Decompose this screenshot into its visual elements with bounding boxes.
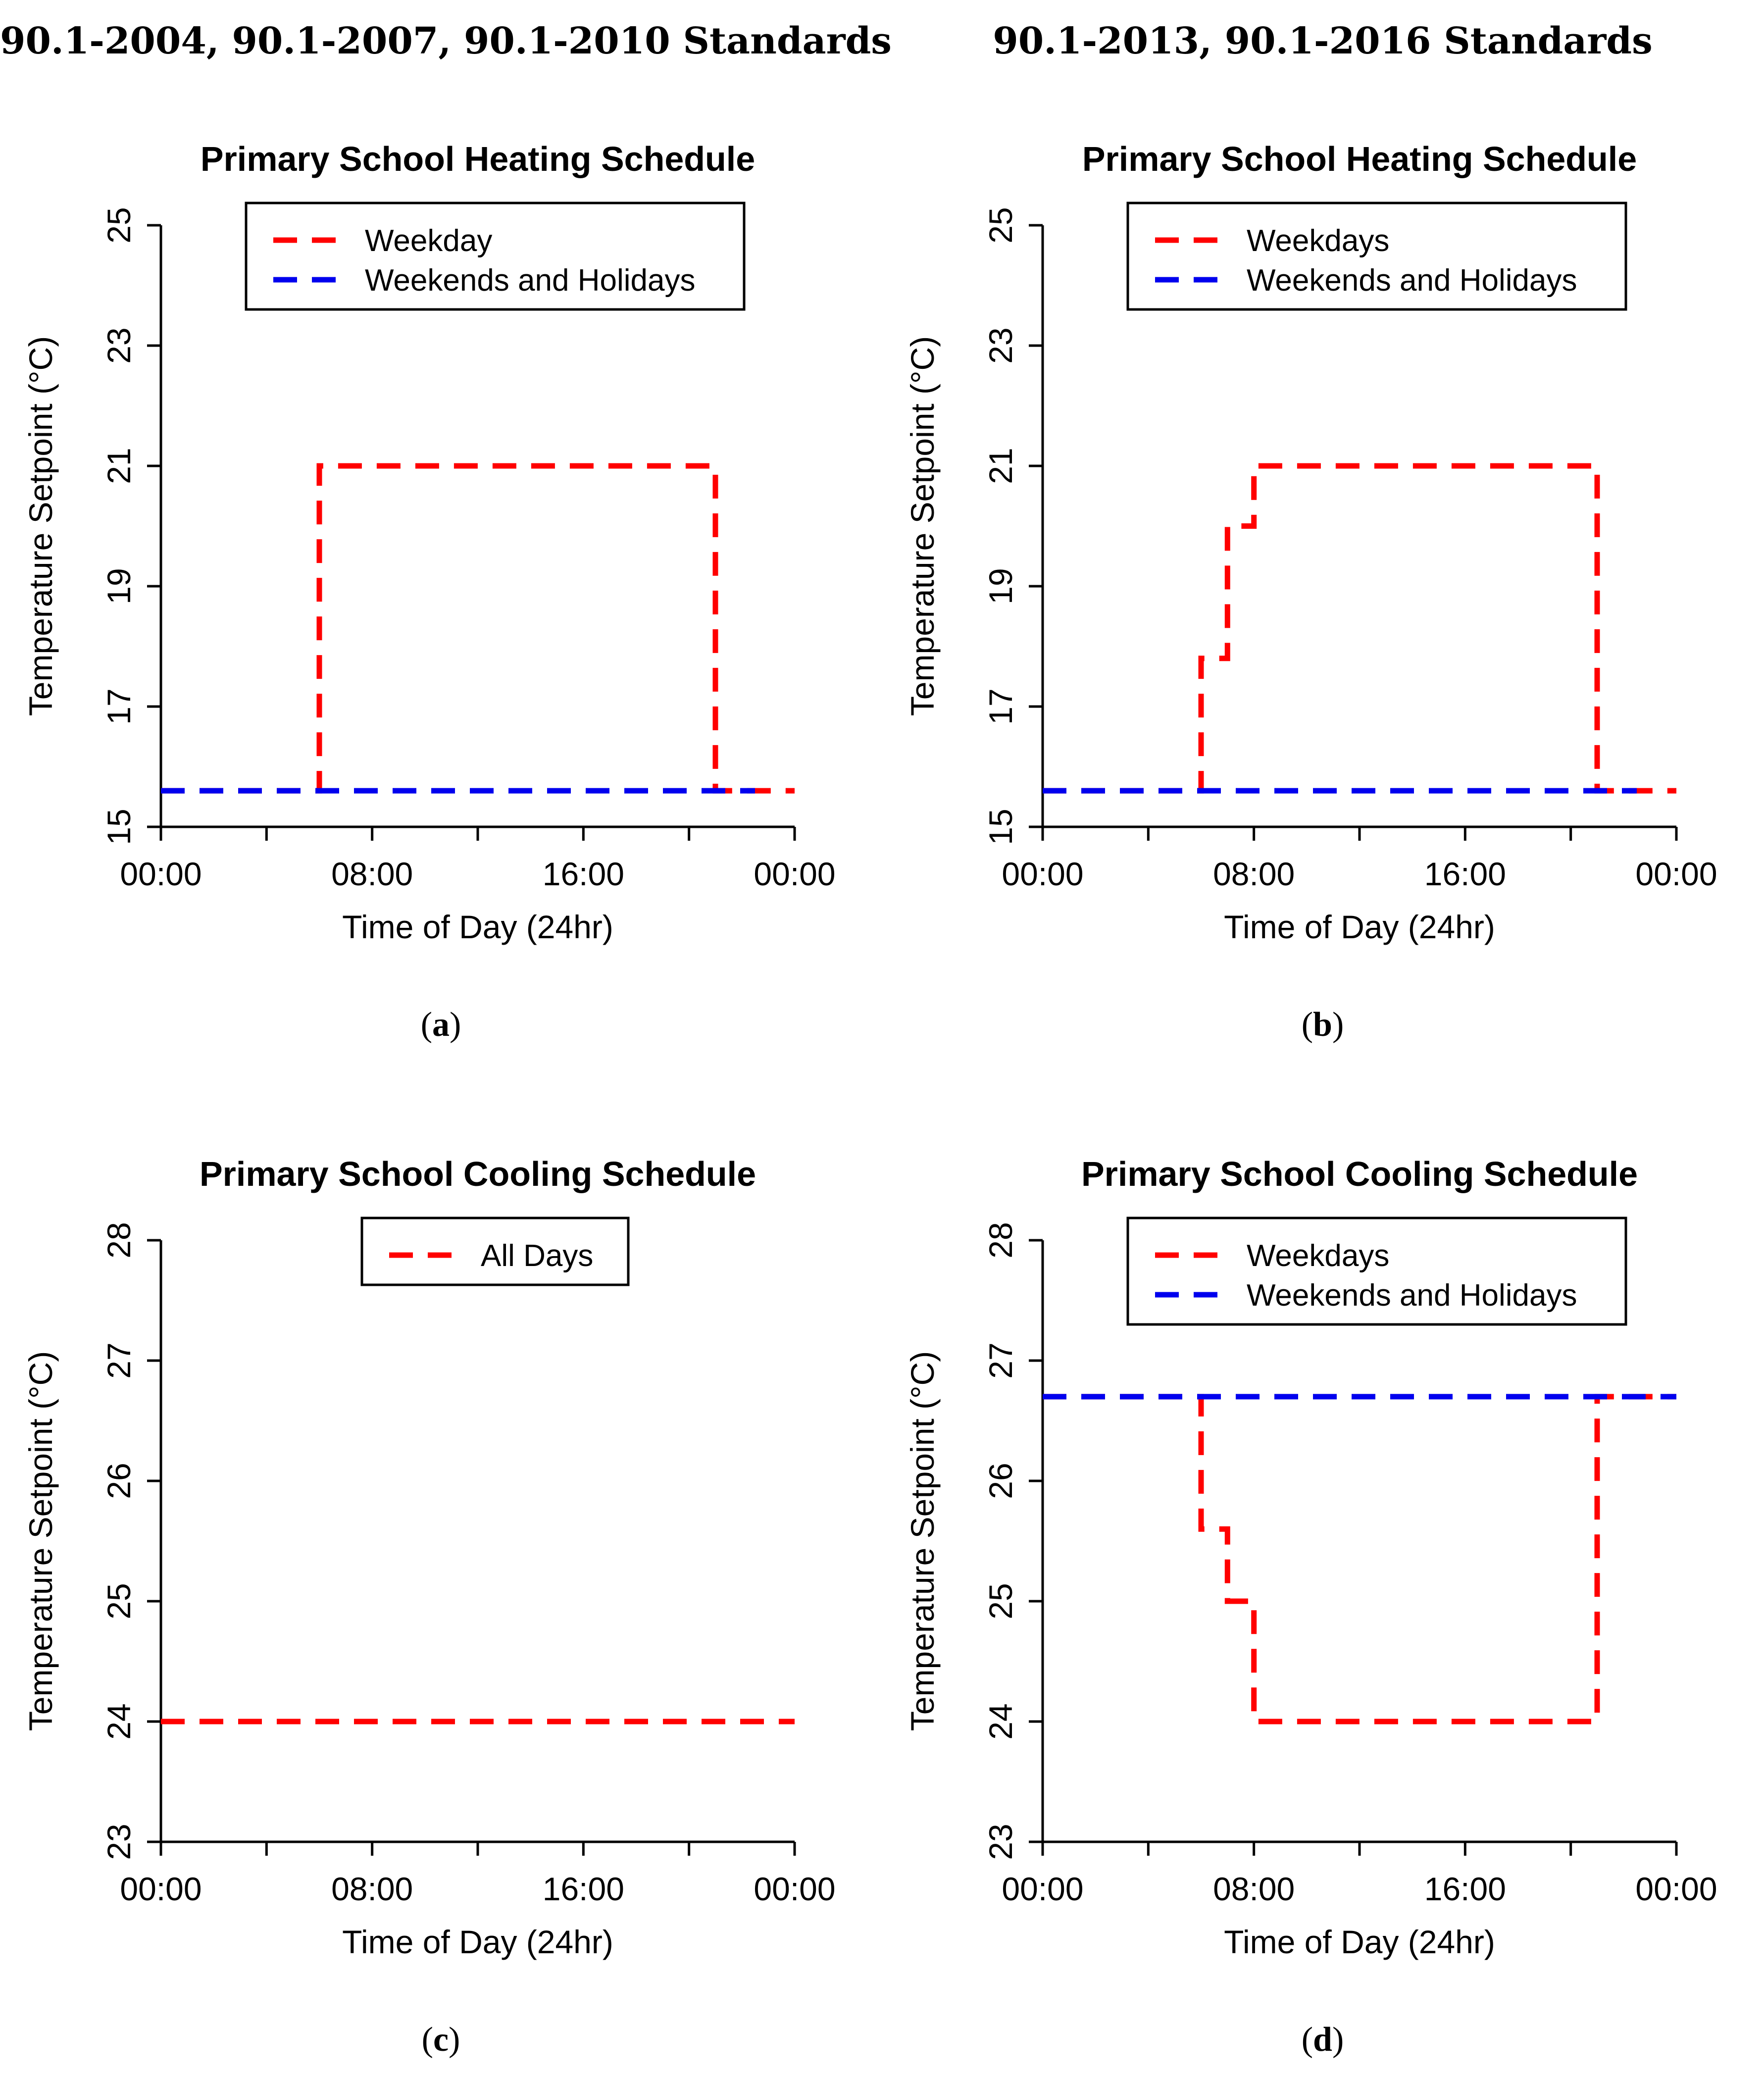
caption-d: (d) bbox=[1301, 2021, 1344, 2059]
caption-b: (b) bbox=[1301, 1006, 1344, 1044]
caption-letter-a: a bbox=[432, 1006, 450, 1044]
x-axis-label: Time of Day (24hr) bbox=[342, 1924, 613, 1960]
x-tick-label: 08:00 bbox=[331, 856, 413, 892]
chart-title: Primary School Cooling Schedule bbox=[200, 1155, 756, 1193]
x-tick-label: 00:00 bbox=[1635, 1871, 1717, 1907]
caption-letter-c: c bbox=[433, 2021, 449, 2059]
y-tick-label: 15 bbox=[101, 809, 137, 845]
chart-title: Primary School Heating Schedule bbox=[1082, 140, 1637, 178]
y-tick-label: 21 bbox=[982, 448, 1019, 484]
x-tick-label: 08:00 bbox=[331, 1871, 413, 1907]
y-tick-label: 17 bbox=[982, 688, 1019, 724]
caption-c: (c) bbox=[421, 2021, 460, 2059]
chart-panel-b: Primary School Heating Schedule 00:00 08:0… bbox=[904, 140, 1717, 945]
y-tick-label: 28 bbox=[982, 1222, 1019, 1258]
chart-title: Primary School Cooling Schedule bbox=[1081, 1155, 1638, 1193]
y-tick-label: 25 bbox=[101, 1583, 137, 1619]
y-tick-label: 27 bbox=[101, 1342, 137, 1378]
x-tick-label: 00:00 bbox=[120, 856, 202, 892]
y-tick-label: 24 bbox=[101, 1703, 137, 1739]
y-tick-label: 26 bbox=[982, 1463, 1019, 1499]
legend-box bbox=[360, 1217, 630, 1286]
legend-box bbox=[1126, 1217, 1627, 1326]
chart-panel-c: Primary School Cooling Schedule 00:00 08:0… bbox=[22, 1155, 836, 1960]
x-tick-label: 08:00 bbox=[1213, 856, 1295, 892]
y-tick-label: 19 bbox=[101, 568, 137, 604]
y-tick-label: 19 bbox=[982, 568, 1019, 604]
y-tick-label: 26 bbox=[101, 1463, 137, 1499]
y-tick-label: 27 bbox=[982, 1342, 1019, 1378]
y-tick-label: 23 bbox=[982, 1824, 1019, 1860]
x-tick-label: 00:00 bbox=[1002, 856, 1083, 892]
legend-label: Weekdays bbox=[1247, 1239, 1389, 1273]
y-tick-label: 21 bbox=[101, 448, 137, 484]
x-axis-label: Time of Day (24hr) bbox=[1224, 909, 1495, 945]
series-line-1 bbox=[1043, 463, 1676, 794]
series-line-1 bbox=[161, 463, 795, 794]
y-tick-label: 24 bbox=[982, 1703, 1019, 1739]
x-tick-label: 00:00 bbox=[120, 1871, 202, 1907]
x-axis-label: Time of Day (24hr) bbox=[342, 909, 613, 945]
legend-box bbox=[245, 202, 746, 311]
x-tick-label: 08:00 bbox=[1213, 1871, 1295, 1907]
y-tick-label: 28 bbox=[101, 1222, 137, 1258]
x-tick-label: 00:00 bbox=[754, 1871, 835, 1907]
x-tick-label: 16:00 bbox=[1424, 1871, 1506, 1907]
column-header-left: 90.1-2004, 90.1-2007, 90.1-2010 Standard… bbox=[0, 20, 892, 62]
y-tick-label: 15 bbox=[982, 809, 1019, 845]
y-tick-label: 23 bbox=[101, 327, 137, 363]
legend-label: Weekdays bbox=[1247, 224, 1389, 258]
caption-letter-d: d bbox=[1313, 2021, 1332, 2059]
y-axis-label: Temperature Setpoint (°C) bbox=[904, 336, 941, 716]
y-axis-label: Temperature Setpoint (°C) bbox=[22, 336, 59, 716]
y-tick-label: 25 bbox=[101, 207, 137, 243]
series-line-1 bbox=[1043, 1394, 1676, 1724]
caption-a: (a) bbox=[420, 1006, 461, 1044]
x-tick-label: 00:00 bbox=[754, 856, 835, 892]
y-tick-label: 25 bbox=[982, 207, 1019, 243]
y-tick-label: 23 bbox=[101, 1824, 137, 1860]
legend-label: Weekday bbox=[365, 224, 492, 258]
chart-panel-d: Primary School Cooling Schedule 00:00 08:0… bbox=[904, 1155, 1717, 1960]
y-axis-label: Temperature Setpoint (°C) bbox=[22, 1351, 59, 1731]
chart-panel-a: Primary School Heating Schedule 00:00 08:0… bbox=[22, 140, 836, 945]
chart-title: Primary School Heating Schedule bbox=[201, 140, 755, 178]
x-tick-label: 16:00 bbox=[1424, 856, 1506, 892]
x-tick-label: 16:00 bbox=[543, 1871, 624, 1907]
y-axis-label: Temperature Setpoint (°C) bbox=[904, 1351, 941, 1731]
legend-label: Weekends and Holidays bbox=[1247, 263, 1577, 298]
legend-box bbox=[1126, 202, 1627, 311]
x-axis-label: Time of Day (24hr) bbox=[1224, 1924, 1495, 1960]
column-header-right: 90.1-2013, 90.1-2016 Standards bbox=[993, 20, 1653, 62]
legend-label: Weekends and Holidays bbox=[365, 263, 695, 298]
x-tick-label: 00:00 bbox=[1002, 1871, 1083, 1907]
caption-letter-b: b bbox=[1313, 1006, 1332, 1044]
y-tick-label: 17 bbox=[101, 688, 137, 724]
x-tick-label: 00:00 bbox=[1635, 856, 1717, 892]
y-tick-label: 23 bbox=[982, 327, 1019, 363]
y-tick-label: 25 bbox=[982, 1583, 1019, 1619]
x-tick-label: 16:00 bbox=[543, 856, 624, 892]
legend-label: All Days bbox=[481, 1239, 593, 1273]
legend-label: Weekends and Holidays bbox=[1247, 1278, 1577, 1313]
